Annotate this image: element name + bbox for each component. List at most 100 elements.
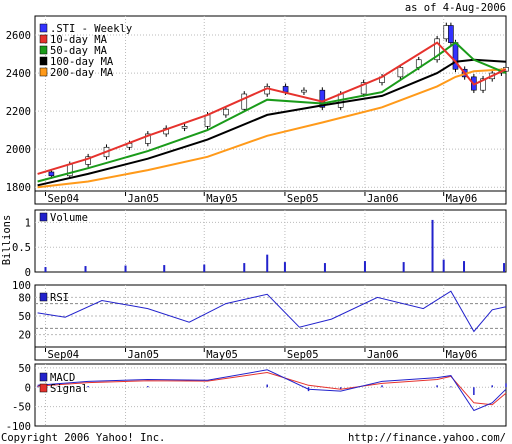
price-tick-label: 2400 [6, 68, 31, 80]
volume-tick-label: 0.5 [12, 242, 31, 254]
rsi-tick-label: 80 [18, 292, 31, 304]
macd-tick-label: -100 [6, 421, 31, 433]
volume-bar [84, 266, 87, 272]
price-legend-swatch [39, 56, 48, 66]
candle-body [223, 108, 229, 116]
volume-y-ticks: 00.51 [12, 217, 31, 279]
candle-body [48, 171, 55, 177]
rsi-legend: RSI [39, 292, 69, 304]
rsi-line [37, 290, 507, 333]
price-legend-swatch [39, 34, 48, 44]
rsi-x-tick-label: Jan05 [128, 349, 160, 361]
volume-bar [463, 261, 466, 272]
candle-body [145, 133, 151, 144]
signal-line [37, 371, 507, 406]
candle-body [397, 67, 404, 78]
rsi-legend-swatch [39, 292, 48, 302]
price-x-tick-label: May05 [206, 193, 238, 205]
price-xaxis-strip [34, 190, 507, 205]
rsi-x-tick-label: May06 [446, 349, 478, 361]
ma-line-200-day-ma [37, 68, 507, 189]
volume-tick-label: 0 [25, 267, 31, 279]
candle-body [282, 86, 289, 93]
rsi-tick-label: 20 [18, 330, 31, 342]
price-legend-swatch [39, 23, 48, 33]
macd-tick-label: -50 [12, 402, 31, 414]
price-tick-label: 1800 [6, 182, 31, 194]
volume-panel-frame [34, 209, 507, 273]
macd-lines [37, 369, 507, 412]
volume-bar [266, 254, 269, 272]
volume-bar [283, 262, 286, 272]
macd-tick-label: 0 [25, 382, 31, 394]
volume-bar [203, 264, 206, 272]
price-legend-swatch [39, 45, 48, 55]
macd-legend-swatch [39, 372, 48, 382]
price-legend-swatch [39, 67, 48, 77]
price-x-tick-label: Sep04 [47, 193, 79, 205]
candle-body [241, 93, 248, 110]
copyright-text: Copyright 2006 Yahoo! Inc. [1, 432, 165, 444]
price-ma-lines [37, 41, 507, 189]
price-x-tick-label: Jan06 [367, 193, 399, 205]
price-panel: 1800 2000 2200 2400 2600 .STI - Weekly10-day… [6, 15, 509, 205]
volume-bar [243, 263, 246, 272]
macd-tick-label: 50 [18, 363, 31, 375]
volume-legend-swatch [39, 212, 48, 222]
volume-bar [402, 262, 405, 272]
volume-bar [323, 263, 326, 272]
ma-line-100-day-ma [37, 58, 507, 187]
rsi-legend-label: RSI [50, 292, 69, 304]
price-tick-label: 2600 [6, 30, 31, 42]
price-legend-label: 50-day MA [50, 45, 108, 57]
macd-legend-label: MACD [50, 372, 75, 384]
macd-y-ticks: -100 -50 0 50 [6, 363, 31, 433]
macd-gridlines [35, 364, 506, 426]
rsi-x-tick-label: Sep04 [47, 349, 79, 361]
volume-panel: 00.51 Volume Billions [1, 209, 507, 279]
candle-body [434, 38, 440, 61]
price-legend-label: .STI - Weekly [50, 23, 132, 35]
price-candles [48, 22, 509, 179]
price-legend-label: 10-day MA [50, 34, 108, 46]
candle-body [480, 78, 486, 91]
price-x-tick-label: Sep05 [287, 193, 319, 205]
rsi-tick-label: 50 [18, 311, 31, 323]
rsi-x-tick-label: May05 [206, 349, 238, 361]
candle-body [448, 25, 454, 43]
volume-bar [363, 261, 366, 272]
rsi-x-tick-label: Jan06 [367, 349, 399, 361]
volume-legend-label: Volume [50, 212, 88, 224]
rsi-x-labels: Sep04 Jan05 May05 Sep05 Jan06 May06 [44, 348, 478, 361]
price-tick-label: 2200 [6, 106, 31, 118]
candle-body [204, 114, 211, 127]
rsi-gridlines [35, 285, 506, 347]
volume-bar [44, 267, 47, 272]
macd-legend-swatch [39, 383, 48, 393]
candle-body [181, 126, 188, 129]
rsi-x-tick-label: Sep05 [287, 349, 319, 361]
rsi-tick-label: 100 [12, 280, 31, 292]
ma-line-50-day-ma [37, 41, 507, 183]
ma-line-10-day-ma [37, 41, 507, 175]
price-x-tick-label: Jan05 [128, 193, 160, 205]
macd-legend-label: Signal [50, 383, 88, 395]
volume-bar [163, 265, 166, 272]
price-legend-label: 200-day MA [50, 67, 114, 79]
rsi-series-line [37, 290, 507, 333]
price-legend-label: 100-day MA [50, 56, 114, 68]
volume-bar [124, 265, 127, 272]
as-of-date: as of 4-Aug-2006 [405, 2, 506, 14]
candle-body [301, 89, 307, 93]
candle-body [319, 89, 326, 108]
macd-line [37, 369, 507, 412]
source-url[interactable]: http://finance.yahoo.com/ [348, 432, 506, 444]
volume-bar [431, 219, 434, 272]
volume-bars [44, 219, 506, 272]
